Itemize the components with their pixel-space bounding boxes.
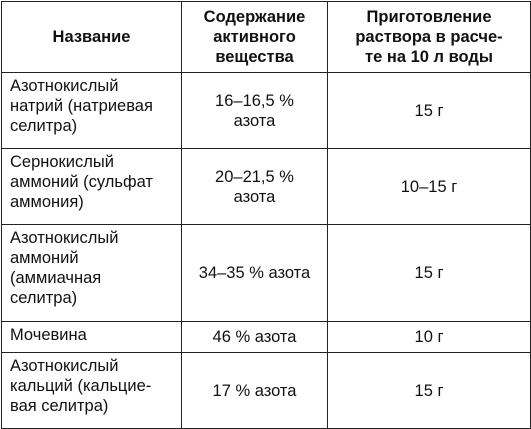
active-content-line: 16–16,5 % bbox=[215, 91, 294, 110]
active-content-line: 20–21,5 % bbox=[215, 167, 294, 186]
fertilizer-name-line: Азотнокислый bbox=[10, 229, 119, 247]
table-row: Азотнокислый кальций (кальцие-вая селитра… bbox=[1, 352, 531, 429]
fertilizer-name-line: аммония) bbox=[10, 193, 84, 211]
active-content-cell: 17 % азота bbox=[181, 352, 328, 429]
fertilizer-name-line: Мочевина bbox=[10, 326, 87, 344]
table-row: Азотнокислый натрий (натриевая селитра) 16–… bbox=[1, 72, 531, 149]
fertilizer-name-line: селитра) bbox=[10, 117, 78, 135]
table-header-row: Название Содержание активного вещества П… bbox=[1, 1, 531, 73]
header-line: вещества bbox=[215, 48, 294, 66]
fertilizer-name-line: аммоний bbox=[10, 249, 79, 267]
active-content-cell: 46 % азота bbox=[181, 321, 328, 353]
fertilizer-name-line: натрий (натриевая bbox=[10, 97, 153, 115]
header-line: раствора в расче- bbox=[355, 28, 503, 46]
fertilizer-name-line: Азотнокислый bbox=[10, 357, 119, 375]
fertilizer-name-cell: Азотнокислый кальций (кальцие-вая селитра… bbox=[1, 352, 182, 429]
fertilizer-name-cell: Азотнокислый натрий (натриевая селитра) bbox=[1, 72, 182, 149]
header-line: Содержание bbox=[203, 8, 306, 26]
solution-amount-cell: 10–15 г bbox=[327, 148, 531, 225]
active-content-cell: 34–35 % азота bbox=[181, 224, 328, 322]
header-solution: Приготовление раствора в расче- те на 10… bbox=[327, 1, 531, 73]
solution-amount-cell: 15 г bbox=[327, 224, 531, 322]
header-line: Название bbox=[52, 28, 131, 46]
header-content: Содержание активного вещества bbox=[181, 1, 328, 73]
active-content-line: азота bbox=[233, 187, 276, 206]
fertilizer-name-line: вая селитра) bbox=[10, 397, 109, 415]
solution-amount-cell: 15 г bbox=[327, 72, 531, 149]
active-content-cell: 16–16,5 % азота bbox=[181, 72, 328, 149]
solution-amount-cell: 10 г bbox=[327, 321, 531, 353]
fertilizer-name-cell: Сернокислый аммоний (сульфат аммония) bbox=[1, 148, 182, 225]
header-line: Приготовление bbox=[366, 8, 492, 26]
solution-amount-cell: 15 г bbox=[327, 352, 531, 429]
fertilizer-name-cell: Мочевина bbox=[1, 321, 182, 353]
fertilizer-name-line: кальций (кальцие- bbox=[10, 377, 152, 395]
table-row: Мочевина 46 % азота 10 г bbox=[1, 321, 531, 353]
active-content-line: 17 % азота bbox=[212, 381, 297, 400]
table-row: Азотнокислый аммоний (аммиачная селитра) 34–… bbox=[1, 224, 531, 322]
active-content-line: 34–35 % азота bbox=[198, 264, 311, 282]
header-name: Название bbox=[1, 1, 182, 73]
fertilizer-name-line: (аммиачная bbox=[10, 269, 102, 287]
fertilizer-name-line: Сернокислый bbox=[10, 153, 114, 171]
table-body: Азотнокислый натрий (натриевая селитра) 16–… bbox=[1, 72, 531, 429]
active-content-line: азота bbox=[233, 111, 276, 130]
fertilizer-name-cell: Азотнокислый аммоний (аммиачная селитра) bbox=[1, 224, 182, 322]
active-content-line: 46 % азота bbox=[212, 328, 297, 346]
active-content-cell: 20–21,5 % азота bbox=[181, 148, 328, 225]
table-row: Сернокислый аммоний (сульфат аммония) 20–21… bbox=[1, 148, 531, 225]
header-line: те на 10 л воды bbox=[365, 48, 493, 66]
fertilizer-name-line: селитра) bbox=[10, 289, 78, 307]
fertilizer-name-line: Азотнокислый bbox=[10, 77, 119, 95]
fertilizer-name-line: аммоний (сульфат bbox=[10, 173, 153, 191]
header-line: активного bbox=[213, 28, 296, 46]
